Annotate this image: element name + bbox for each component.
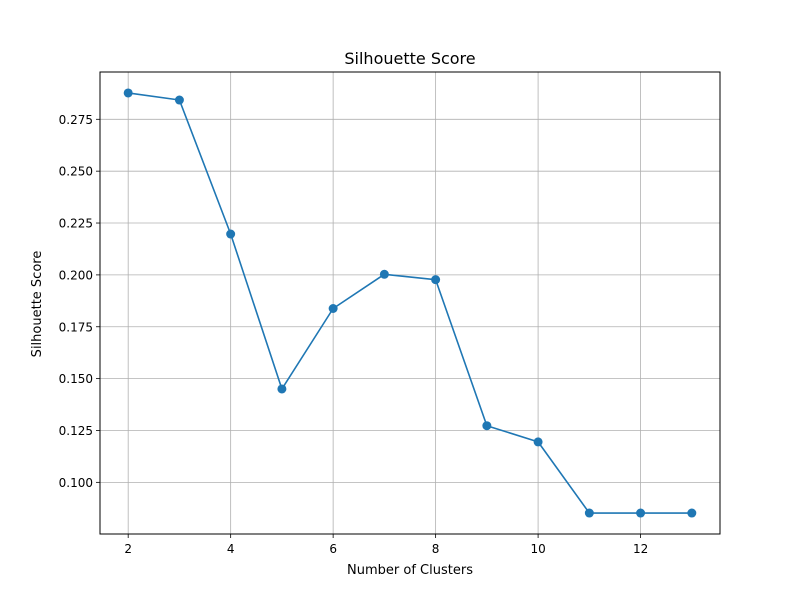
series-layer: [123, 88, 697, 518]
data-point: [584, 508, 594, 518]
y-axis: 0.100 0.125 0.150 0.175 0.200 0.225 0.250 0.275: [59, 113, 100, 490]
y-axis-label: Silhouette Score: [30, 251, 45, 358]
plot-area-frame: [99, 71, 721, 535]
x-tick-label: 6: [329, 542, 337, 556]
data-point: [226, 229, 236, 239]
y-tick-label: 0.100: [59, 476, 93, 490]
y-tick-label: 0.225: [59, 217, 93, 231]
data-point: [379, 269, 389, 279]
data-point: [687, 508, 697, 518]
series-line: [128, 92, 692, 514]
x-tick-label: 8: [432, 542, 440, 556]
y-tick-label: 0.125: [59, 424, 93, 438]
data-point: [482, 421, 492, 431]
x-tick-label: 10: [530, 542, 545, 556]
chart-title: Silhouette Score: [344, 49, 475, 68]
x-tick-label: 12: [633, 542, 648, 556]
data-point: [431, 275, 441, 285]
data-point: [328, 303, 338, 313]
y-tick-label: 0.250: [59, 165, 93, 179]
data-point: [277, 384, 287, 394]
x-tick-label: 2: [124, 542, 132, 556]
x-axis: 2 4 6 8 10 12: [124, 534, 648, 556]
data-point: [174, 95, 184, 105]
grid: [100, 72, 720, 534]
y-tick-label: 0.150: [59, 372, 93, 386]
data-point: [533, 437, 543, 447]
y-tick-label: 0.275: [59, 113, 93, 127]
y-tick-label: 0.200: [59, 268, 93, 282]
data-point: [123, 88, 133, 98]
y-tick-label: 0.175: [59, 320, 93, 334]
x-tick-label: 4: [227, 542, 235, 556]
x-axis-label: Number of Clusters: [347, 563, 473, 578]
data-point: [636, 508, 646, 518]
